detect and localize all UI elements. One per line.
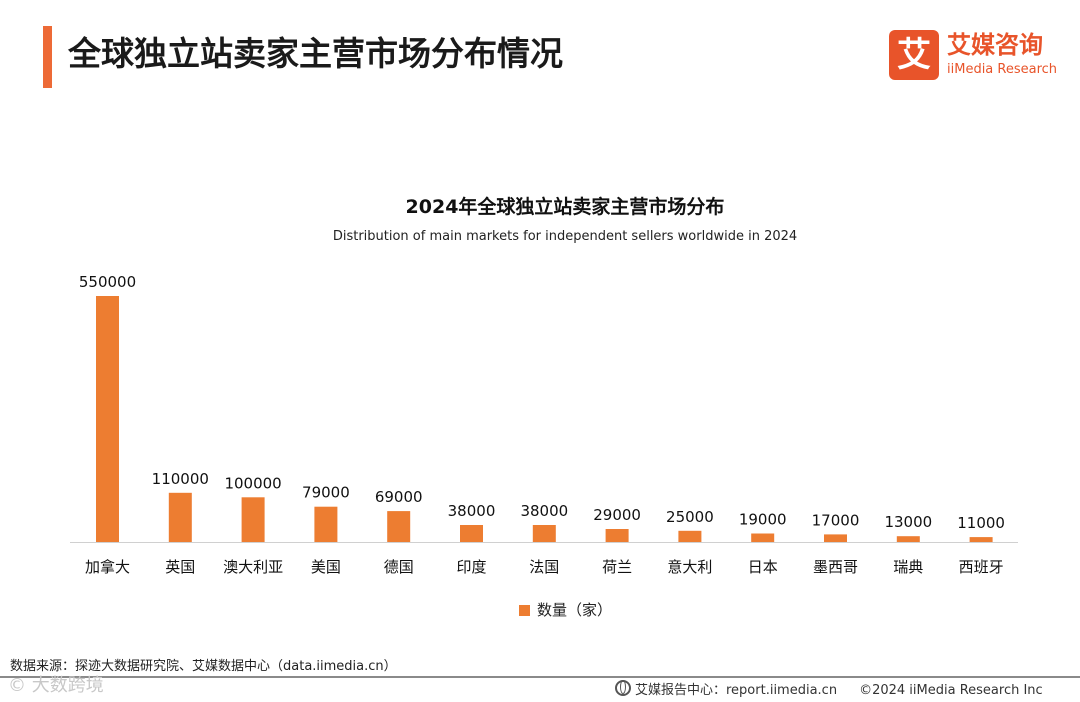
logo-mark-icon: 艾 xyxy=(889,30,939,80)
x-tick-label-4: 德国 xyxy=(384,558,414,576)
page-title: 全球独立站卖家主营市场分布情况 xyxy=(68,34,563,73)
data-label-0: 550000 xyxy=(79,273,136,291)
x-tick-label-7: 荷兰 xyxy=(602,558,632,576)
copyright: ©2024 iiMedia Research Inc xyxy=(859,683,1043,698)
bar-2 xyxy=(241,497,265,542)
bar-5 xyxy=(460,525,483,542)
data-label-6: 38000 xyxy=(520,502,568,520)
bar-10 xyxy=(824,534,847,542)
chart-subtitle: Distribution of main markets for indepen… xyxy=(332,229,798,244)
x-tick-label-10: 墨西哥 xyxy=(813,558,858,576)
footer-divider xyxy=(0,676,1080,678)
x-tick-label-12: 西班牙 xyxy=(959,558,1004,576)
footer-info: 艾媒报告中心：report.iimedia.cn ©2024 iiMedia Re… xyxy=(615,680,1043,698)
x-tick-label-3: 美国 xyxy=(311,558,341,576)
data-label-11: 13000 xyxy=(884,513,932,531)
data-source-note: 数据来源：探迹大数据研究院、艾媒数据中心（data.iimedia.cn） xyxy=(10,659,397,674)
bar-4 xyxy=(387,511,411,542)
bar-11 xyxy=(896,536,920,542)
x-tick-label-9: 日本 xyxy=(748,558,778,576)
x-tick-label-5: 印度 xyxy=(456,558,486,576)
data-label-3: 79000 xyxy=(302,484,350,502)
x-tick-label-0: 加拿大 xyxy=(85,558,130,576)
globe-icon xyxy=(615,680,631,696)
data-label-10: 17000 xyxy=(812,511,860,529)
data-label-9: 19000 xyxy=(739,511,787,529)
logo-text-cn: 艾媒咨询 xyxy=(947,31,1043,59)
x-tick-label-11: 瑞典 xyxy=(893,558,923,576)
bar-7 xyxy=(605,529,629,542)
legend-label: 数量（家） xyxy=(537,601,613,619)
data-label-8: 25000 xyxy=(666,508,714,526)
report-center-link[interactable]: 艾媒报告中心：report.iimedia.cn xyxy=(635,683,838,698)
data-label-5: 38000 xyxy=(448,502,496,520)
bar-1 xyxy=(168,492,192,542)
title-accent-bar xyxy=(43,26,52,88)
bar-12 xyxy=(969,537,993,542)
x-tick-label-2: 澳大利亚 xyxy=(223,558,283,576)
x-tick-label-8: 意大利 xyxy=(667,558,712,576)
bar-9 xyxy=(751,533,775,542)
data-label-7: 29000 xyxy=(593,506,641,524)
data-label-12: 11000 xyxy=(957,514,1005,532)
logo-text-en: iiMedia Research xyxy=(947,62,1058,77)
data-label-2: 100000 xyxy=(224,474,281,492)
chart-title: 2024年全球独立站卖家主营市场分布 xyxy=(405,196,725,218)
data-label-4: 69000 xyxy=(375,488,423,506)
bar-6 xyxy=(532,525,556,542)
bar-8 xyxy=(678,530,702,542)
watermark: © 大数跨境 xyxy=(8,675,104,696)
legend-swatch xyxy=(519,605,530,616)
x-tick-label-1: 英国 xyxy=(165,558,195,576)
x-tick-label-6: 法国 xyxy=(529,558,559,576)
data-label-1: 110000 xyxy=(152,470,209,488)
bar-0 xyxy=(96,296,119,542)
bar-3 xyxy=(314,506,338,542)
